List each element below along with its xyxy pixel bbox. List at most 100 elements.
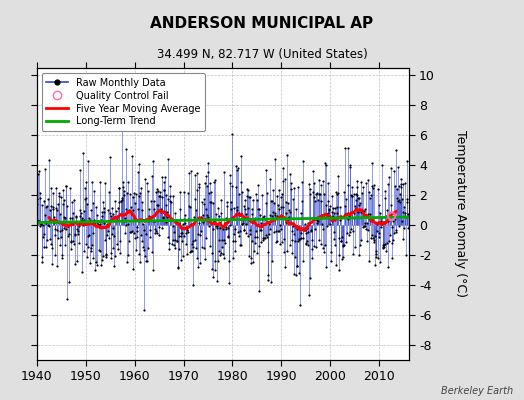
Point [196,232,204,239]
Point [330,210,339,216]
Point [394,197,402,204]
Point [370,233,379,240]
Point [284,216,292,222]
Point [369,184,377,191]
Point [359,184,367,190]
Point [288,250,296,257]
Point [352,190,361,197]
Point [172,238,181,244]
Point [230,230,238,237]
Point [212,223,220,229]
Point [160,174,169,180]
Point [148,249,156,255]
Point [72,220,81,226]
Point [249,216,258,223]
Point [124,179,133,186]
Point [263,190,271,196]
Point [381,241,390,248]
Point [386,213,394,220]
Point [220,254,228,261]
Point [271,212,279,218]
Point [35,190,43,196]
Point [236,241,244,248]
Point [304,220,312,226]
Point [323,223,331,230]
Point [117,197,126,203]
Point [271,210,279,216]
Point [175,219,183,226]
Point [348,251,357,258]
Point [319,178,327,184]
Point [90,216,98,223]
Point [261,215,269,222]
Point [300,226,308,232]
Point [323,211,331,217]
Point [252,191,260,197]
Point [339,242,347,248]
Point [101,237,110,244]
Point [319,226,328,232]
Point [181,241,190,247]
Point [307,227,315,234]
Point [45,214,53,220]
Point [161,191,170,198]
Point [95,222,103,228]
Point [73,226,81,232]
Point [373,221,381,228]
Point [46,207,54,214]
Point [262,200,270,206]
Point [389,237,397,244]
Point [158,194,167,200]
Point [216,252,224,258]
Point [79,221,88,228]
Point [84,233,93,239]
Point [131,200,139,207]
Point [113,212,121,219]
Point [359,224,368,230]
Point [384,218,392,225]
Point [81,185,89,192]
Point [156,192,165,199]
Point [352,197,360,203]
Point [177,230,185,236]
Point [129,266,137,272]
Point [226,171,234,178]
Point [312,191,320,198]
Point [64,222,73,229]
Point [297,210,305,216]
Point [192,255,201,262]
Point [392,228,400,235]
Point [102,252,111,258]
Point [210,176,219,183]
Point [184,216,192,222]
Point [129,230,138,236]
Point [332,204,341,210]
Point [92,204,100,210]
Point [76,167,84,173]
Point [279,204,287,210]
Point [62,183,71,189]
Point [65,278,73,285]
Point [267,279,276,286]
Point [55,193,63,200]
Point [274,228,282,234]
Point [90,188,99,194]
Point [319,244,328,251]
Point [356,200,364,206]
Point [40,244,49,250]
Point [236,179,245,185]
Point [296,236,304,243]
Point [178,238,187,244]
Point [184,190,193,196]
Point [235,233,243,239]
Point [116,198,125,204]
Point [36,222,44,229]
Point [258,216,267,223]
Point [171,216,180,223]
Point [305,190,314,197]
Point [131,216,139,223]
Point [274,202,282,208]
Point [33,217,41,224]
Point [378,245,387,252]
Point [78,217,86,224]
